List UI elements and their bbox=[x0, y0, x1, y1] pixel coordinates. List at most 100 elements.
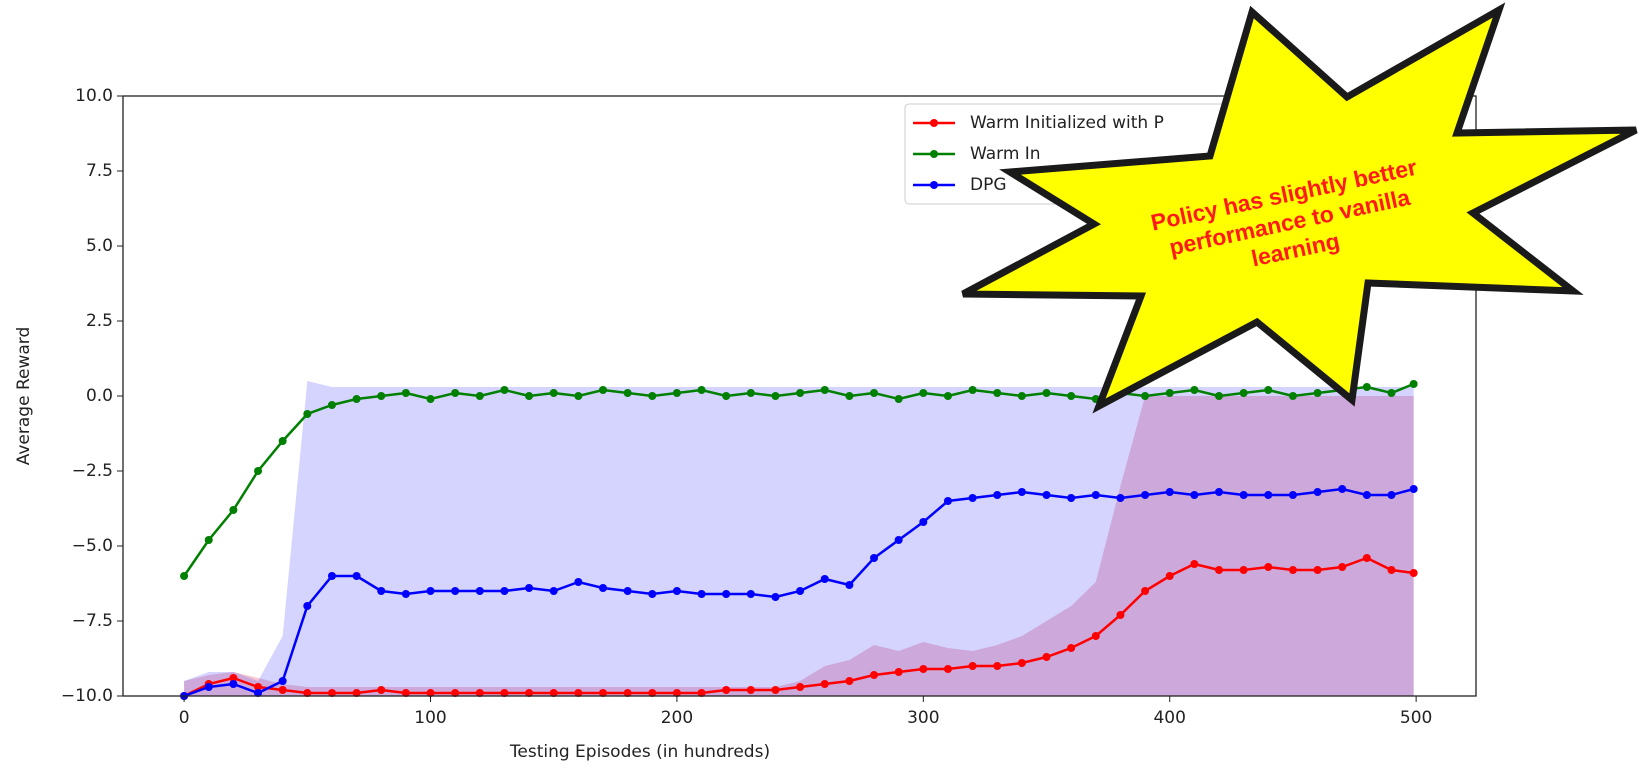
point bbox=[993, 491, 1001, 499]
point bbox=[722, 686, 730, 694]
point bbox=[796, 389, 804, 397]
point bbox=[722, 590, 730, 598]
x-tick-label: 0 bbox=[179, 708, 190, 728]
point bbox=[1264, 386, 1272, 394]
point bbox=[1387, 389, 1395, 397]
point bbox=[402, 389, 410, 397]
point bbox=[845, 581, 853, 589]
point bbox=[845, 392, 853, 400]
x-tick-label: 300 bbox=[907, 708, 939, 728]
point bbox=[919, 665, 927, 673]
y-tick-label: 7.5 bbox=[86, 161, 113, 181]
x-tick-label: 500 bbox=[1400, 708, 1432, 728]
point bbox=[969, 386, 977, 394]
point bbox=[599, 386, 607, 394]
bands bbox=[184, 381, 1414, 696]
point bbox=[944, 497, 952, 505]
point bbox=[377, 587, 385, 595]
point bbox=[944, 392, 952, 400]
point bbox=[796, 683, 804, 691]
point bbox=[229, 680, 237, 688]
point bbox=[1289, 392, 1297, 400]
point bbox=[1067, 644, 1075, 652]
point bbox=[229, 506, 237, 514]
point bbox=[1141, 491, 1149, 499]
point bbox=[1314, 488, 1322, 496]
x-tick-label: 200 bbox=[661, 708, 693, 728]
point bbox=[1141, 392, 1149, 400]
point bbox=[1116, 494, 1124, 502]
point bbox=[1092, 491, 1100, 499]
point bbox=[624, 389, 632, 397]
error-band bbox=[184, 381, 1414, 696]
point bbox=[895, 668, 903, 676]
point bbox=[451, 587, 459, 595]
point bbox=[919, 389, 927, 397]
point bbox=[402, 590, 410, 598]
point bbox=[1264, 563, 1272, 571]
point bbox=[993, 389, 1001, 397]
point bbox=[1043, 389, 1051, 397]
point bbox=[796, 587, 804, 595]
point bbox=[1289, 491, 1297, 499]
point bbox=[1018, 488, 1026, 496]
point bbox=[1067, 494, 1075, 502]
point bbox=[1363, 383, 1371, 391]
legend-label: Warm In bbox=[970, 144, 1041, 164]
point bbox=[870, 554, 878, 562]
point bbox=[771, 392, 779, 400]
point bbox=[1043, 653, 1051, 661]
point bbox=[1387, 566, 1395, 574]
point bbox=[1338, 563, 1346, 571]
point bbox=[1387, 491, 1395, 499]
point bbox=[328, 572, 336, 580]
point bbox=[1166, 488, 1174, 496]
point bbox=[993, 662, 1001, 670]
point bbox=[1092, 632, 1100, 640]
point bbox=[353, 572, 361, 580]
point bbox=[525, 392, 533, 400]
point bbox=[747, 389, 755, 397]
point bbox=[279, 677, 287, 685]
point bbox=[500, 587, 508, 595]
point bbox=[254, 467, 262, 475]
point bbox=[1240, 389, 1248, 397]
point bbox=[303, 410, 311, 418]
point bbox=[550, 587, 558, 595]
annotation: Policy has slightly better performance t… bbox=[963, 10, 1636, 406]
point bbox=[525, 584, 533, 592]
point bbox=[1018, 392, 1026, 400]
point bbox=[1240, 491, 1248, 499]
y-tick-label: 2.5 bbox=[86, 311, 113, 331]
point bbox=[451, 389, 459, 397]
point bbox=[870, 389, 878, 397]
point bbox=[500, 386, 508, 394]
point bbox=[648, 590, 656, 598]
point bbox=[279, 686, 287, 694]
point bbox=[821, 680, 829, 688]
point bbox=[895, 536, 903, 544]
point bbox=[574, 578, 582, 586]
point bbox=[1264, 491, 1272, 499]
point bbox=[969, 494, 977, 502]
point bbox=[1190, 560, 1198, 568]
x-tick-label: 100 bbox=[414, 708, 446, 728]
y-tick-label: −2.5 bbox=[72, 461, 113, 481]
legend-marker bbox=[930, 181, 938, 189]
point bbox=[1116, 611, 1124, 619]
y-tick-label: −10.0 bbox=[61, 686, 113, 706]
point bbox=[1363, 491, 1371, 499]
x-axis-label: Testing Episodes (in hundreds) bbox=[509, 742, 770, 762]
y-axis-label: Average Reward bbox=[14, 327, 34, 466]
legend-label: Warm Initialized with P bbox=[970, 113, 1164, 133]
point bbox=[821, 386, 829, 394]
point bbox=[1289, 566, 1297, 574]
point bbox=[1215, 488, 1223, 496]
point bbox=[1166, 572, 1174, 580]
point bbox=[944, 665, 952, 673]
point bbox=[1166, 389, 1174, 397]
point bbox=[845, 677, 853, 685]
point bbox=[1215, 566, 1223, 574]
y-tick-label: −5.0 bbox=[72, 536, 113, 556]
point bbox=[476, 587, 484, 595]
